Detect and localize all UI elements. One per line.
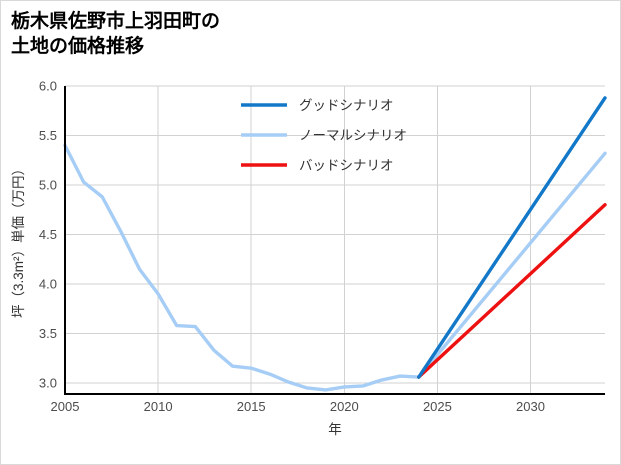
x-tick-label: 2030 <box>516 399 545 414</box>
x-tick-label: 2015 <box>237 399 266 414</box>
y-tick-label: 5.0 <box>39 178 57 193</box>
legend-label: バッドシナリオ <box>299 158 394 173</box>
series-line-bad <box>417 203 607 379</box>
y-tick-label: 4.0 <box>39 277 57 292</box>
legend-label: グッドシナリオ <box>299 98 394 113</box>
y-tick-label: 3.0 <box>39 376 57 391</box>
y-tick-label: 5.5 <box>39 128 57 143</box>
x-tick-label: 2010 <box>144 399 173 414</box>
x-tick-label: 2025 <box>423 399 452 414</box>
y-axis-title: 坪（3.3m²）単価（万円） <box>11 162 26 318</box>
series-line-good <box>417 96 607 379</box>
series-line-normal <box>417 151 607 379</box>
x-axis-title: 年 <box>328 422 342 437</box>
x-tick-label: 2020 <box>330 399 359 414</box>
legend-label: ノーマルシナリオ <box>299 128 407 143</box>
x-tick-label: 2005 <box>51 399 80 414</box>
series-line-history <box>63 143 421 392</box>
y-tick-label: 6.0 <box>39 79 57 94</box>
y-tick-label: 4.5 <box>39 227 57 242</box>
y-tick-label: 3.5 <box>39 326 57 341</box>
page-title: 栃木県佐野市上羽田町の 土地の価格推移 <box>11 11 221 58</box>
